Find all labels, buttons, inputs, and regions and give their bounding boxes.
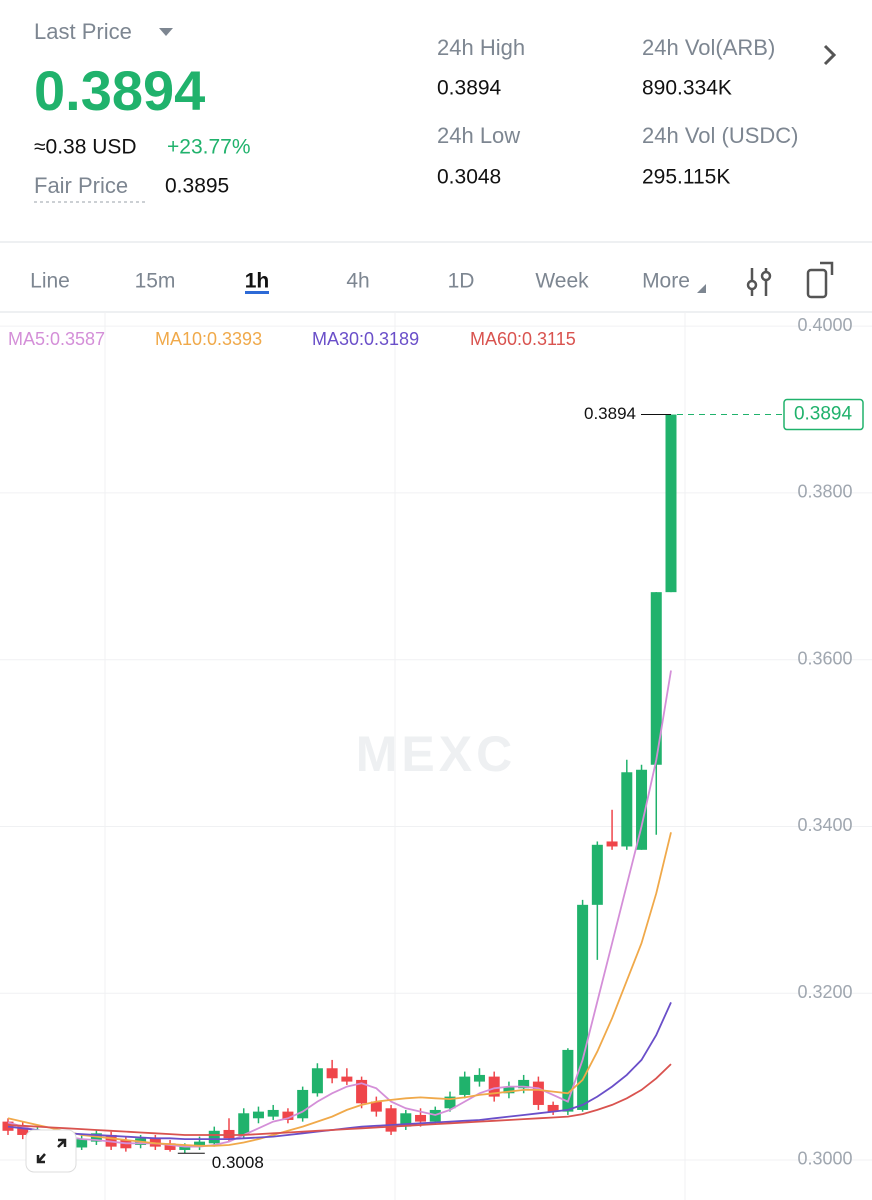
candle-body bbox=[208, 1130, 220, 1144]
stat-value: 0.3894 bbox=[437, 77, 502, 100]
low-label: 0.3008 bbox=[212, 1153, 264, 1172]
candle-body bbox=[650, 592, 662, 765]
more-arrow bbox=[697, 284, 706, 293]
candle-body bbox=[547, 1104, 559, 1112]
candle-body bbox=[252, 1111, 264, 1119]
candle-body bbox=[532, 1081, 544, 1105]
chart: MEXC 0.3000 0.3200 0.3400 0.3600 0.3800 0.400… bbox=[0, 312, 872, 1200]
fullscreen-button[interactable] bbox=[25, 1129, 77, 1173]
high-label: 0.3894 bbox=[584, 404, 636, 423]
y-tick-label: 0.3400 bbox=[797, 815, 852, 835]
stat-label: 24h Vol (USDC) bbox=[642, 123, 799, 148]
candle-body bbox=[326, 1068, 338, 1079]
candle-body bbox=[591, 844, 603, 905]
tab[interactable]: 4h bbox=[346, 270, 369, 293]
candle-body bbox=[606, 841, 618, 847]
candle-body bbox=[621, 772, 633, 847]
candle-body bbox=[356, 1079, 368, 1104]
candle-body bbox=[385, 1108, 397, 1132]
rotate-icon[interactable] bbox=[806, 261, 834, 299]
tab[interactable]: More bbox=[642, 270, 690, 293]
tool-icons bbox=[746, 261, 834, 299]
y-tick-label: 0.3200 bbox=[797, 982, 852, 1002]
legend-entry: MA30:0.3189 bbox=[312, 329, 419, 349]
tab[interactable]: Line bbox=[30, 270, 70, 293]
candle-body bbox=[400, 1113, 412, 1127]
legend-entry: MA60:0.3115 bbox=[470, 329, 576, 349]
tab[interactable]: 1D bbox=[448, 270, 475, 293]
stat-label: 24h Low bbox=[437, 123, 520, 148]
y-tick-label: 0.4000 bbox=[797, 315, 852, 335]
ma-line bbox=[7, 832, 672, 1147]
price-tag-box bbox=[783, 398, 864, 431]
candle-body bbox=[503, 1086, 515, 1094]
ma-line bbox=[7, 670, 672, 1148]
candle-body bbox=[297, 1089, 309, 1119]
tab[interactable]: Week bbox=[535, 270, 589, 293]
tab[interactable]: 1h bbox=[245, 270, 270, 293]
last-price-label[interactable]: Last Price bbox=[34, 19, 132, 44]
y-tick-label: 0.3600 bbox=[797, 648, 852, 668]
candle-body bbox=[518, 1079, 530, 1089]
fair-price-label[interactable]: Fair Price bbox=[34, 173, 128, 198]
chevron[interactable] bbox=[823, 44, 837, 66]
candle-body bbox=[665, 414, 677, 593]
candle-body bbox=[415, 1114, 427, 1122]
candle-body bbox=[577, 904, 589, 1110]
price-change: +23.77% bbox=[167, 136, 251, 159]
stat-value: 890.334K bbox=[642, 77, 732, 100]
tab-indicator bbox=[245, 291, 269, 294]
header: Last Price 0.3894 ≈0.38 USD +23.77% Fair… bbox=[34, 19, 837, 203]
candle-body bbox=[341, 1076, 353, 1082]
legend-entry: MA5:0.3587 bbox=[8, 329, 105, 349]
dropdown-icon[interactable] bbox=[159, 28, 173, 36]
y-tick-label: 0.3800 bbox=[797, 482, 852, 502]
candle-body bbox=[238, 1113, 250, 1135]
candle-body bbox=[459, 1076, 471, 1095]
candle-body bbox=[370, 1101, 382, 1112]
candle-body bbox=[267, 1109, 279, 1117]
candle-body bbox=[562, 1049, 574, 1112]
candle-body bbox=[311, 1068, 323, 1094]
candle-body bbox=[76, 1139, 88, 1148]
stat-value: 0.3048 bbox=[437, 166, 501, 189]
tabs: Line 15m 1h 4h 1D Week More bbox=[30, 270, 706, 294]
candle-body bbox=[282, 1111, 294, 1120]
settings-icon[interactable] bbox=[746, 268, 772, 296]
candle-body bbox=[194, 1141, 206, 1147]
price-tag: 0.3894 bbox=[794, 404, 853, 425]
candle-body bbox=[444, 1096, 456, 1109]
candle-body bbox=[2, 1121, 14, 1131]
fair-price: 0.3895 bbox=[165, 175, 229, 198]
tab[interactable]: 15m bbox=[135, 270, 176, 293]
ma-line bbox=[7, 1063, 672, 1136]
legend-entry: MA10:0.3393 bbox=[155, 329, 262, 349]
stat-value: 295.115K bbox=[642, 166, 730, 189]
stat-label: 24h High bbox=[437, 35, 525, 60]
candle-body bbox=[17, 1126, 29, 1135]
candle-body bbox=[473, 1074, 485, 1082]
stat-label: 24h Vol(ARB) bbox=[642, 35, 775, 60]
candle-body bbox=[164, 1143, 176, 1150]
last-price: 0.3894 bbox=[34, 59, 205, 122]
y-tick-label: 0.3000 bbox=[797, 1149, 852, 1169]
candle-body bbox=[488, 1076, 500, 1097]
usd-price: ≈0.38 USD bbox=[34, 136, 137, 159]
watermark: MEXC bbox=[356, 726, 516, 782]
candle-body bbox=[636, 769, 648, 850]
